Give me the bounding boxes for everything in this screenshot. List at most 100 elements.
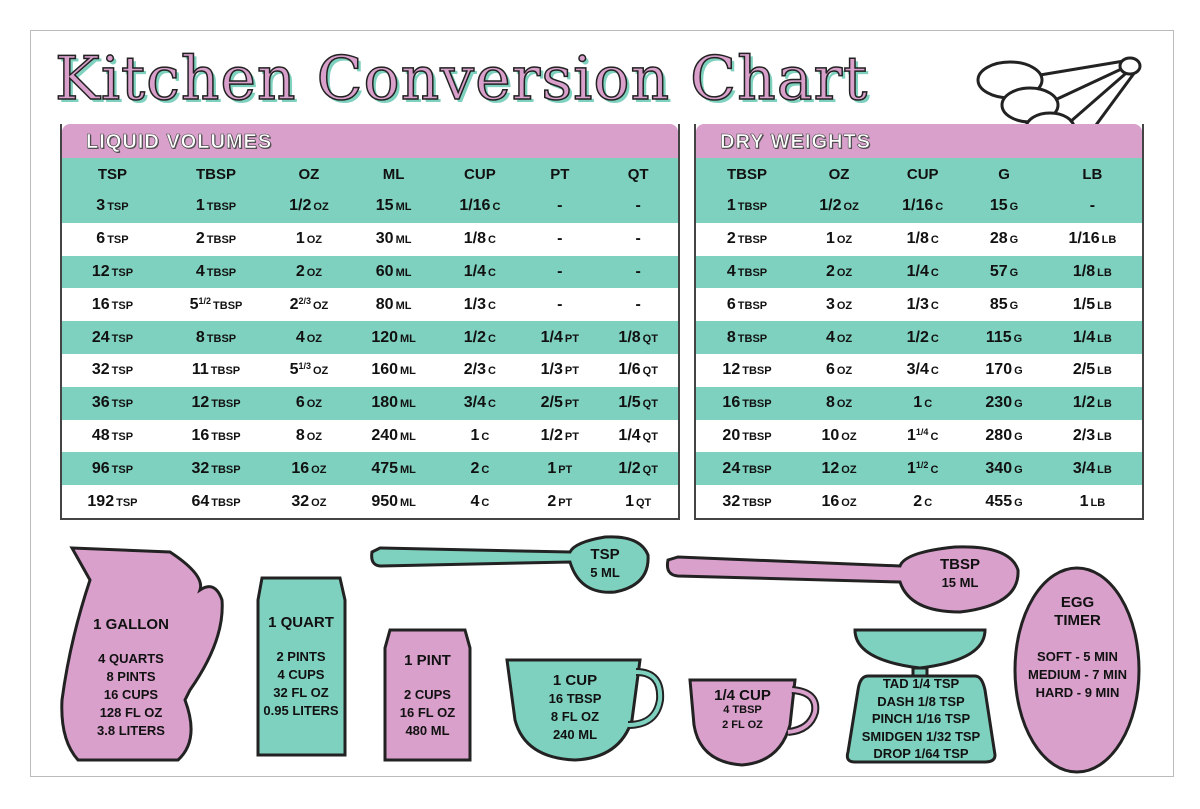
cell-unit: C bbox=[930, 463, 939, 476]
table-cell: 15 G bbox=[965, 190, 1042, 223]
label-line: 8 PINTS bbox=[106, 669, 156, 684]
cell-value: 80 bbox=[375, 295, 394, 313]
cell-unit: C bbox=[488, 398, 496, 411]
table-cell: 4 TBSP bbox=[163, 256, 269, 289]
cell-unit: TBSP bbox=[737, 299, 768, 312]
cell-unit: OZ bbox=[841, 496, 857, 509]
label-line: TAD 1/4 TSP bbox=[882, 676, 960, 691]
cell-unit: TBSP bbox=[213, 299, 243, 312]
table-cell: 1/2 PT bbox=[521, 420, 598, 453]
cell-value: 1/4 bbox=[463, 262, 487, 280]
table-cell: 10 OZ bbox=[798, 420, 880, 453]
cell-value: 3/4 bbox=[463, 394, 487, 412]
column-header: PT bbox=[550, 165, 570, 183]
cell-value: 1/8 bbox=[906, 230, 929, 248]
table-row: 8 TBSP 4 OZ 1/2 C 115 G 1/4 LB bbox=[696, 321, 1142, 354]
cell-value: 4 bbox=[195, 262, 205, 280]
cell-value: 6 bbox=[96, 230, 106, 248]
table-row: 3 TSP 1 TBSP 1/2 OZ 15 ML 1/16 C - - bbox=[62, 190, 678, 223]
table-cell: 32 OZ bbox=[269, 485, 349, 518]
table-cell: 1/2 OZ bbox=[269, 190, 349, 223]
cup-label: 1 CUP 16 TBSP 8 FL OZ 240 ML bbox=[520, 672, 630, 744]
table-cell: 64 TBSP bbox=[163, 485, 269, 518]
cell-value: 1/2 bbox=[1072, 394, 1096, 412]
table-row: 24 TBSP 12 OZ 11/2 C 340 G 3/4 LB bbox=[696, 452, 1142, 486]
cell-unit: TSP bbox=[111, 463, 134, 476]
table-row: 2 TBSP 1 OZ 1/8 C 28 G 1/16 LB bbox=[696, 222, 1142, 256]
cell-unit: QT bbox=[642, 430, 658, 443]
cell-value: 1 bbox=[907, 459, 916, 477]
table-row: 32 TBSP 16 OZ 2 C 455 G 1 LB bbox=[696, 485, 1142, 518]
cup-icon bbox=[505, 658, 642, 762]
table-cell: 28 G bbox=[965, 223, 1042, 256]
table-cell: 8 OZ bbox=[269, 420, 349, 453]
cell-unit: OZ bbox=[306, 332, 323, 345]
cell-unit: C bbox=[930, 234, 939, 247]
cell-unit: LB bbox=[1097, 398, 1112, 411]
table-cell: 57 G bbox=[965, 256, 1042, 289]
table-cell: 2 OZ bbox=[798, 256, 880, 289]
table-cell: 1/2 C bbox=[439, 321, 522, 354]
cell-unit: TBSP bbox=[737, 201, 768, 214]
cell-value: 115 bbox=[985, 328, 1012, 346]
table-cell: 1/6 QT bbox=[598, 354, 678, 387]
label-line: 2 CUPS bbox=[404, 687, 451, 702]
cell-unit: TBSP bbox=[742, 398, 772, 411]
table-cell: 1/2 OZ bbox=[798, 190, 880, 223]
label-line: SOFT - 5 MIN bbox=[1037, 649, 1118, 664]
cell-value: 32 bbox=[191, 459, 210, 477]
table-cell: 8 TBSP bbox=[163, 321, 269, 354]
label-line: 4 QUARTS bbox=[98, 651, 164, 666]
tbsp-title: TBSP bbox=[939, 556, 980, 573]
table-cell: 1/4 C bbox=[880, 256, 965, 289]
cell-value: 2/3 bbox=[1072, 426, 1096, 444]
table-cell: 455 G bbox=[965, 485, 1042, 518]
cell-unit: ML bbox=[395, 299, 412, 312]
cell-value: - bbox=[1089, 197, 1096, 215]
cell-value: 32 bbox=[91, 361, 110, 379]
table-row: 36 TSP 12 TBSP 6 OZ 180 ML 3/4 C 2/5 PT 1/5 QT bbox=[62, 386, 678, 420]
cell-unit: TBSP bbox=[742, 496, 772, 509]
cell-value: 1 bbox=[913, 394, 923, 412]
cell-unit: ML bbox=[400, 332, 416, 345]
column-header: OZ bbox=[828, 165, 850, 183]
label-lines: TAD 1/4 TSP DASH 1/8 TSP PINCH 1/16 TSP SMI… bbox=[845, 675, 997, 763]
cell-value: 32 bbox=[291, 492, 310, 510]
cell-value: 6 bbox=[825, 361, 835, 379]
cell-unit: LB bbox=[1097, 332, 1112, 345]
poster-border bbox=[30, 30, 1174, 777]
cell-value: 28 bbox=[989, 230, 1008, 248]
label-line: 4 TBSP bbox=[723, 704, 762, 716]
label-line: 128 FL OZ bbox=[99, 705, 163, 720]
cell-value: 4 bbox=[295, 328, 305, 346]
cell-value: 230 bbox=[985, 394, 1013, 412]
cell-value: 2 bbox=[547, 492, 557, 510]
table-cell: 1/2 QT bbox=[598, 452, 678, 485]
cell-unit: OZ bbox=[312, 365, 329, 378]
cell-unit: TSP bbox=[111, 266, 134, 279]
label-line: 32 FL OZ bbox=[273, 685, 329, 700]
cell-unit: LB bbox=[1097, 430, 1112, 443]
table-cell: - bbox=[521, 256, 598, 289]
cell-unit: PT bbox=[564, 398, 579, 411]
cell-unit: C bbox=[488, 234, 496, 247]
cell-unit: TBSP bbox=[211, 496, 241, 509]
gallon-pitcher-icon bbox=[60, 546, 224, 762]
cell-value: 1 bbox=[625, 492, 634, 510]
table-cell: 1 TBSP bbox=[163, 190, 269, 223]
cell-unit: OZ bbox=[306, 398, 323, 411]
table-row: 192 TSP 64 TBSP 32 OZ 950 ML 4 C 2 PT 1 QT bbox=[62, 485, 678, 518]
table-cell: 1/5 QT bbox=[598, 387, 678, 420]
table-cell: 115 G bbox=[965, 321, 1042, 354]
cell-unit: C bbox=[488, 299, 496, 312]
cell-unit: C bbox=[481, 496, 490, 509]
cell-unit: QT bbox=[642, 463, 658, 476]
cell-value: 11 bbox=[191, 361, 209, 379]
table-cell: 1/8 C bbox=[880, 223, 965, 256]
cup-title: 1 CUP bbox=[552, 672, 598, 689]
cell-value: 1/3 bbox=[906, 295, 929, 313]
cell-value: 8 bbox=[726, 328, 736, 346]
quart-label: 1 QUART 2 PINTS 4 CUPS 32 FL OZ 0.95 LITERS bbox=[255, 614, 347, 720]
table-cell: - bbox=[598, 190, 678, 223]
cell-value: 3 bbox=[96, 197, 106, 215]
